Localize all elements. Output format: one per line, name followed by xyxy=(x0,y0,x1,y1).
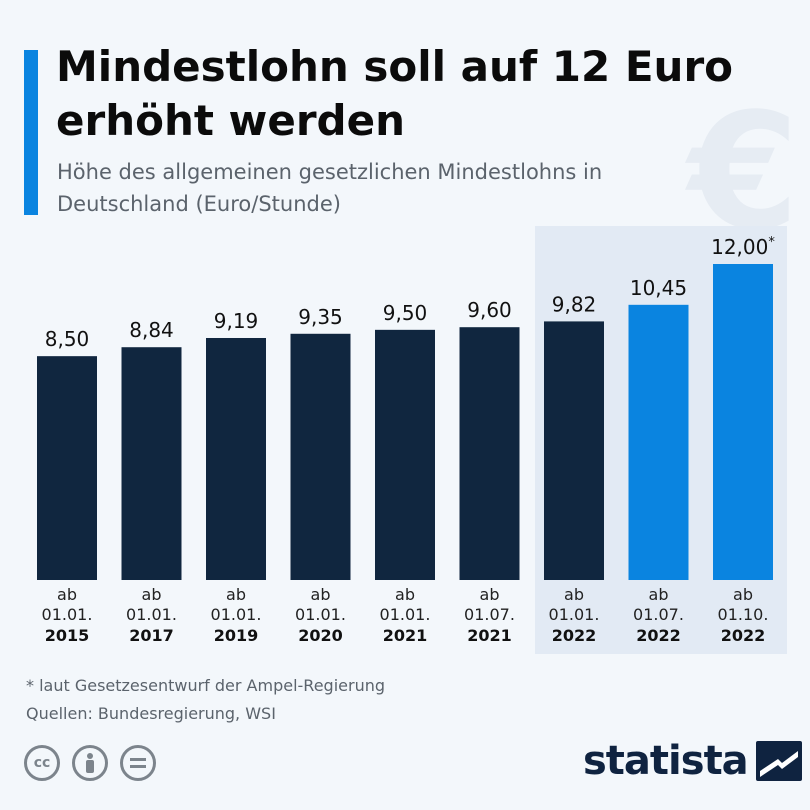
tick-label-date: 01.07. xyxy=(464,605,515,624)
bar xyxy=(544,321,604,580)
tick-label-prefix: ab xyxy=(57,585,77,604)
tick-label-year: 2015 xyxy=(45,626,90,645)
tick-label-date: 01.07. xyxy=(633,605,684,624)
tick-label-date: 01.01. xyxy=(42,605,93,624)
data-label: 9,35 xyxy=(298,305,343,329)
tick-label-prefix: ab xyxy=(480,585,500,604)
data-label: 9,19 xyxy=(214,309,259,333)
tick-label-year: 2020 xyxy=(298,626,343,645)
tick-label-year: 2017 xyxy=(129,626,174,645)
footnote-text: * laut Gesetzesentwurf der Ampel-Regieru… xyxy=(26,676,386,695)
tick-label-year: 2019 xyxy=(214,626,259,645)
data-label-mark: * xyxy=(768,235,775,250)
bar xyxy=(459,327,520,580)
bar xyxy=(628,304,689,580)
logo-text: statista xyxy=(583,738,749,784)
bar xyxy=(37,356,97,580)
chart-subtitle: Höhe des allgemeinen gesetzlichen Mindes… xyxy=(57,160,603,216)
source-text: Quellen: Bundesregierung, WSI xyxy=(26,704,276,723)
tick-label-date: 01.10. xyxy=(718,605,769,624)
bar xyxy=(290,333,351,580)
tick-label-year: 2021 xyxy=(383,626,428,645)
bar xyxy=(375,329,435,580)
tick-label-prefix: ab xyxy=(142,585,162,604)
tick-label-date: 01.01. xyxy=(295,605,346,624)
cc-icon[interactable]: cc xyxy=(24,745,60,781)
tick-label-date: 01.01. xyxy=(126,605,177,624)
tick-label-prefix: ab xyxy=(564,585,584,604)
tick-label-year: 2022 xyxy=(721,626,766,645)
tick-label-date: 01.01. xyxy=(549,605,600,624)
page-title: Mindestlohn soll auf 12 Euro erhöht werd… xyxy=(56,42,734,145)
tick-label-prefix: ab xyxy=(733,585,753,604)
data-label: 9,50 xyxy=(383,301,428,325)
person-icon[interactable] xyxy=(72,745,108,781)
statista-logo-icon xyxy=(755,741,802,781)
tick-label-prefix: ab xyxy=(311,585,331,604)
statista-logo[interactable]: statista xyxy=(583,738,802,784)
tick-label-date: 01.01. xyxy=(380,605,431,624)
tick-label-prefix: ab xyxy=(226,585,246,604)
tick-label-year: 2022 xyxy=(552,626,597,645)
tick-label-year: 2022 xyxy=(636,626,681,645)
equals-icon[interactable] xyxy=(120,745,156,781)
bar xyxy=(121,347,182,580)
bar xyxy=(206,337,266,580)
accent-bar xyxy=(24,50,38,215)
footnote-block: * laut Gesetzesentwurf der Ampel-Regieru… xyxy=(26,672,385,728)
data-label: 9,82 xyxy=(552,292,597,316)
euro-watermark-icon: € xyxy=(688,78,800,265)
data-label: 12,00* xyxy=(711,235,775,259)
bar xyxy=(713,264,773,580)
tick-label-prefix: ab xyxy=(649,585,669,604)
data-label: 8,84 xyxy=(129,318,174,342)
data-label: 9,60 xyxy=(467,298,512,322)
tick-label-date: 01.01. xyxy=(211,605,262,624)
tick-label-year: 2021 xyxy=(467,626,512,645)
license-icons: cc xyxy=(24,745,156,781)
data-label: 10,45 xyxy=(630,276,687,300)
data-label: 8,50 xyxy=(45,327,90,351)
tick-label-prefix: ab xyxy=(395,585,415,604)
